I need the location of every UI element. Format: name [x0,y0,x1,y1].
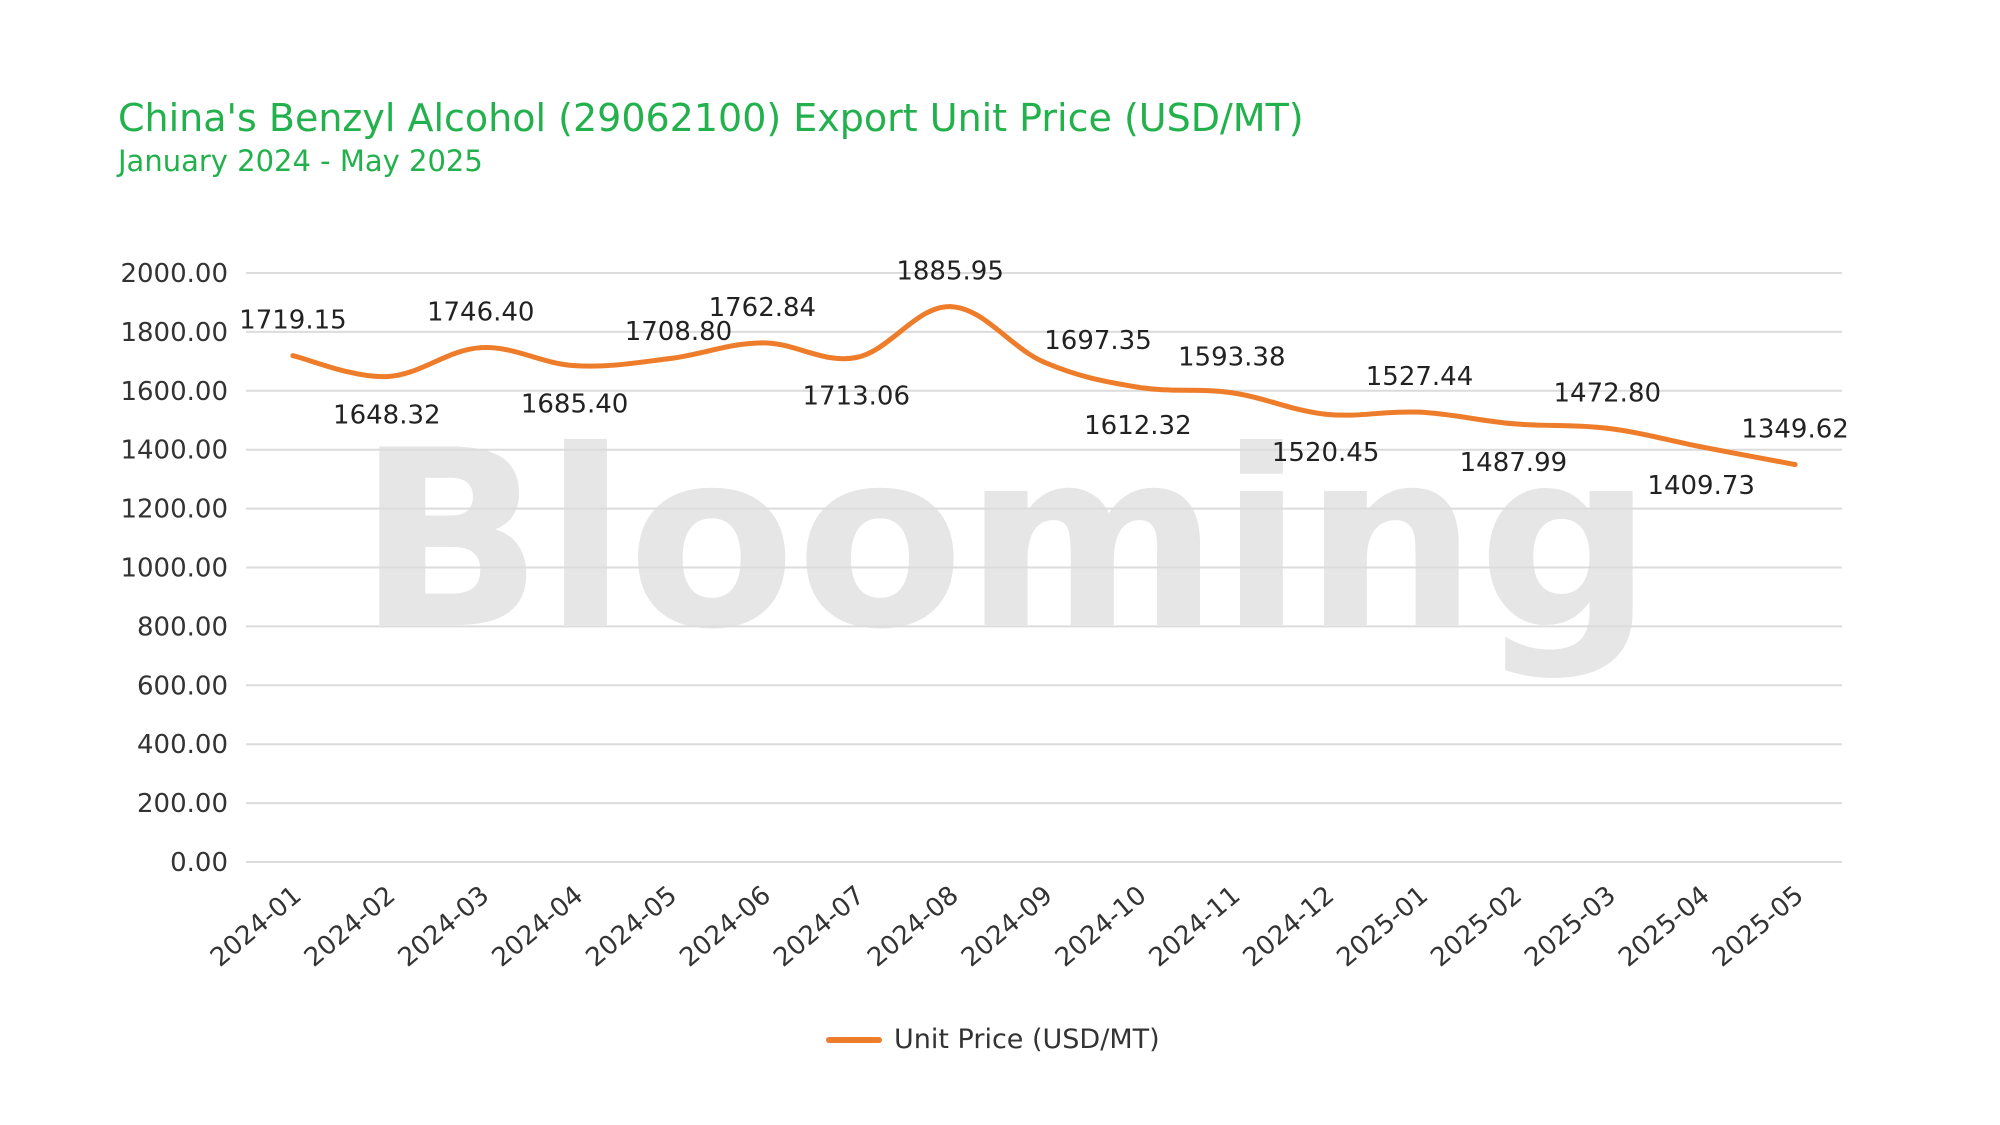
data-point [947,304,953,310]
y-tick-label: 800.00 [137,612,228,642]
y-tick-label: 1000.00 [120,554,228,584]
legend-label-unit-price: Unit Price (USD/MT) [894,1024,1160,1055]
x-tick-label: 2025-05 [1707,880,1810,973]
data-label: 1713.06 [802,382,910,412]
y-tick-label: 1800.00 [120,318,228,348]
x-tick-label: 2024-09 [956,880,1059,973]
data-point [665,356,671,362]
data-point [1698,444,1704,450]
data-label: 1885.95 [896,257,1004,287]
x-tick-label: 2024-07 [768,880,871,973]
data-label: 1762.84 [709,293,817,323]
data-labels: 1719.15 1648.32 1746.40 1685.40 1708.801762.… [239,257,1849,501]
y-tick-label: 400.00 [137,730,228,760]
data-label: 1719.15 [239,306,347,336]
legend: Unit Price (USD/MT) [826,1024,1160,1055]
chart-title: China's Benzyl Alcohol (29062100) Export… [118,96,1304,140]
y-tick-label: 200.00 [137,789,228,819]
data-point [572,363,578,369]
x-tick-label: 2025-04 [1613,880,1716,973]
x-tick-label: 2024-04 [487,880,590,973]
x-tick-label: 2024-10 [1050,880,1153,973]
y-tick-label: 2000.00 [120,259,228,289]
data-point [478,345,484,351]
gridlines [246,272,1842,863]
data-point [1323,411,1329,417]
data-label: 1746.40 [427,298,535,328]
data-point [1229,390,1235,396]
x-axis: 2024-012024-022024-032024-042024-052024-… [205,880,1810,973]
legend-swatch-unit-price [826,1036,882,1043]
x-tick-label: 2024-03 [393,880,496,973]
data-label: 1708.80 [625,317,733,347]
x-tick-label: 2024-05 [580,880,683,973]
y-tick-label: 600.00 [137,671,228,701]
x-tick-label: 2024-12 [1238,880,1341,973]
y-tick-label: 1600.00 [120,377,228,407]
data-label: 1648.32 [333,401,441,431]
x-tick-label: 2024-06 [674,880,777,973]
data-label: 1487.99 [1460,448,1568,478]
x-tick-label: 2024-11 [1144,880,1247,973]
data-label: 1612.32 [1084,411,1192,441]
data-point [1135,384,1141,390]
data-point [384,374,390,380]
x-tick-label: 2025-02 [1425,880,1528,973]
watermark-logo: Blooming [357,398,1653,683]
data-label: 1472.80 [1554,378,1662,408]
y-tick-label: 1400.00 [120,436,228,466]
data-point [1510,421,1516,427]
data-point [759,340,765,346]
data-point [853,355,859,361]
data-label: 1349.62 [1741,415,1849,445]
data-label: 1685.40 [521,390,629,420]
y-tick-label: 0.00 [170,848,228,878]
x-tick-label: 2025-03 [1519,880,1622,973]
x-tick-label: 2025-01 [1332,880,1435,973]
chart-subtitle: January 2024 - May 2025 [118,144,483,178]
x-tick-label: 2024-02 [299,880,402,973]
data-point [1417,409,1423,415]
data-point [1792,462,1798,468]
data-label: 1593.38 [1178,343,1286,373]
data-point [1604,425,1610,431]
data-label: 1409.73 [1647,471,1755,501]
data-point [290,353,296,359]
y-tick-label: 1200.00 [120,495,228,525]
data-label: 1527.44 [1366,362,1474,392]
x-tick-label: 2024-08 [862,880,965,973]
series-unit-price [290,304,1798,468]
y-axis: 0.00 200.00 400.00 600.00 800.00 1000.00 1200.… [120,259,228,878]
x-tick-label: 2024-01 [205,880,308,973]
data-label: 1697.35 [1044,326,1152,356]
data-point [1041,359,1047,365]
data-label: 1520.45 [1272,438,1380,468]
series-line [290,304,1798,468]
